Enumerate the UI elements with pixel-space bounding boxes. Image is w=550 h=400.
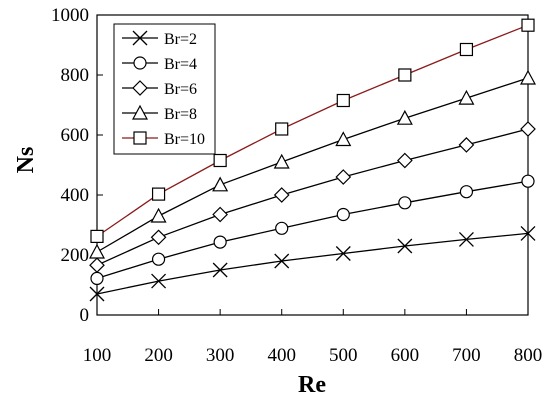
x-tick-label: 500 — [329, 345, 358, 366]
legend-label: Br=8 — [164, 106, 197, 123]
data-point — [212, 262, 228, 278]
data-point — [90, 229, 104, 243]
y-tick-label: 800 — [61, 65, 90, 86]
series-layer — [88, 18, 537, 302]
data-point — [273, 187, 290, 203]
series-br-4 — [90, 174, 535, 285]
data-point — [273, 153, 290, 169]
series-line — [96, 128, 529, 266]
x-tick-label: 800 — [514, 345, 543, 366]
x-tick-label: 100 — [83, 345, 112, 366]
data-point — [521, 174, 535, 188]
y-tick-label: 1000 — [51, 5, 89, 26]
data-point — [520, 121, 536, 137]
data-point — [274, 253, 290, 269]
data-point — [336, 93, 350, 108]
data-point — [521, 18, 535, 32]
data-point — [88, 243, 106, 259]
x-tick-label: 600 — [391, 345, 420, 366]
data-point — [335, 169, 352, 185]
data-point — [459, 185, 474, 199]
data-point — [458, 137, 475, 153]
data-point — [275, 122, 289, 136]
x-tick-label: 700 — [452, 345, 481, 366]
data-point — [212, 206, 228, 223]
data-point — [275, 221, 289, 235]
y-tick-label: 200 — [61, 245, 90, 266]
legend-label: Br=6 — [164, 81, 197, 98]
legend-label: Br=2 — [164, 31, 197, 48]
legend-marker — [132, 30, 148, 46]
data-point — [213, 153, 227, 168]
data-point — [397, 152, 413, 169]
y-tick-label: 600 — [61, 125, 90, 146]
y-axis-ticks: 0 200 400 600 800 1000 — [51, 5, 103, 326]
data-point — [213, 235, 227, 249]
data-point — [151, 187, 166, 201]
data-point — [398, 196, 412, 210]
legend-label: Br=10 — [164, 131, 205, 148]
series-br-10 — [90, 18, 535, 243]
legend-item: Br=8 — [122, 104, 197, 123]
series-line — [96, 77, 529, 253]
x-tick-label: 300 — [206, 345, 235, 366]
data-point — [335, 246, 351, 261]
data-point — [459, 42, 474, 57]
data-point — [151, 273, 167, 289]
data-point — [212, 176, 229, 192]
data-point — [458, 231, 474, 247]
x-axis-title: Re — [298, 372, 326, 398]
series-br-2 — [89, 225, 536, 302]
data-point — [397, 238, 413, 254]
data-point — [150, 229, 167, 246]
legend-item: Br=6 — [122, 80, 197, 98]
legend-item: Br=4 — [122, 56, 197, 73]
legend-box — [113, 23, 216, 155]
series-line — [96, 180, 529, 280]
y-tick-label: 400 — [61, 185, 90, 206]
legend-marker — [132, 80, 148, 96]
x-tick-label: 400 — [267, 345, 296, 366]
data-point — [90, 271, 104, 285]
legend-marker — [133, 131, 147, 145]
series-br-8 — [88, 69, 537, 259]
data-point — [89, 286, 105, 302]
data-point — [151, 252, 166, 266]
data-point — [520, 225, 536, 241]
data-point — [335, 131, 352, 147]
y-axis-title: Ns — [13, 147, 39, 174]
series-br-6 — [89, 121, 536, 274]
legend-item: Br=10 — [122, 131, 205, 148]
x-tick-label: 200 — [144, 345, 173, 366]
data-point — [519, 69, 537, 85]
data-point — [396, 109, 413, 125]
legend-marker — [131, 104, 149, 120]
y-tick-label: 0 — [80, 305, 90, 326]
series-line — [96, 232, 529, 295]
x-axis-ticks: 100 200 300 400 500 600 700 800 — [83, 309, 543, 366]
legend-item: Br=2 — [122, 30, 197, 48]
legend-marker — [133, 56, 147, 70]
series-line — [96, 24, 529, 237]
data-point — [458, 89, 475, 105]
data-point — [336, 207, 350, 222]
legend: Br=2 Br=4 Br=6 Br=8 Br=10 — [113, 23, 216, 155]
data-point — [150, 207, 167, 223]
data-point — [89, 257, 105, 274]
data-point — [398, 68, 412, 82]
legend-label: Br=4 — [164, 56, 197, 73]
